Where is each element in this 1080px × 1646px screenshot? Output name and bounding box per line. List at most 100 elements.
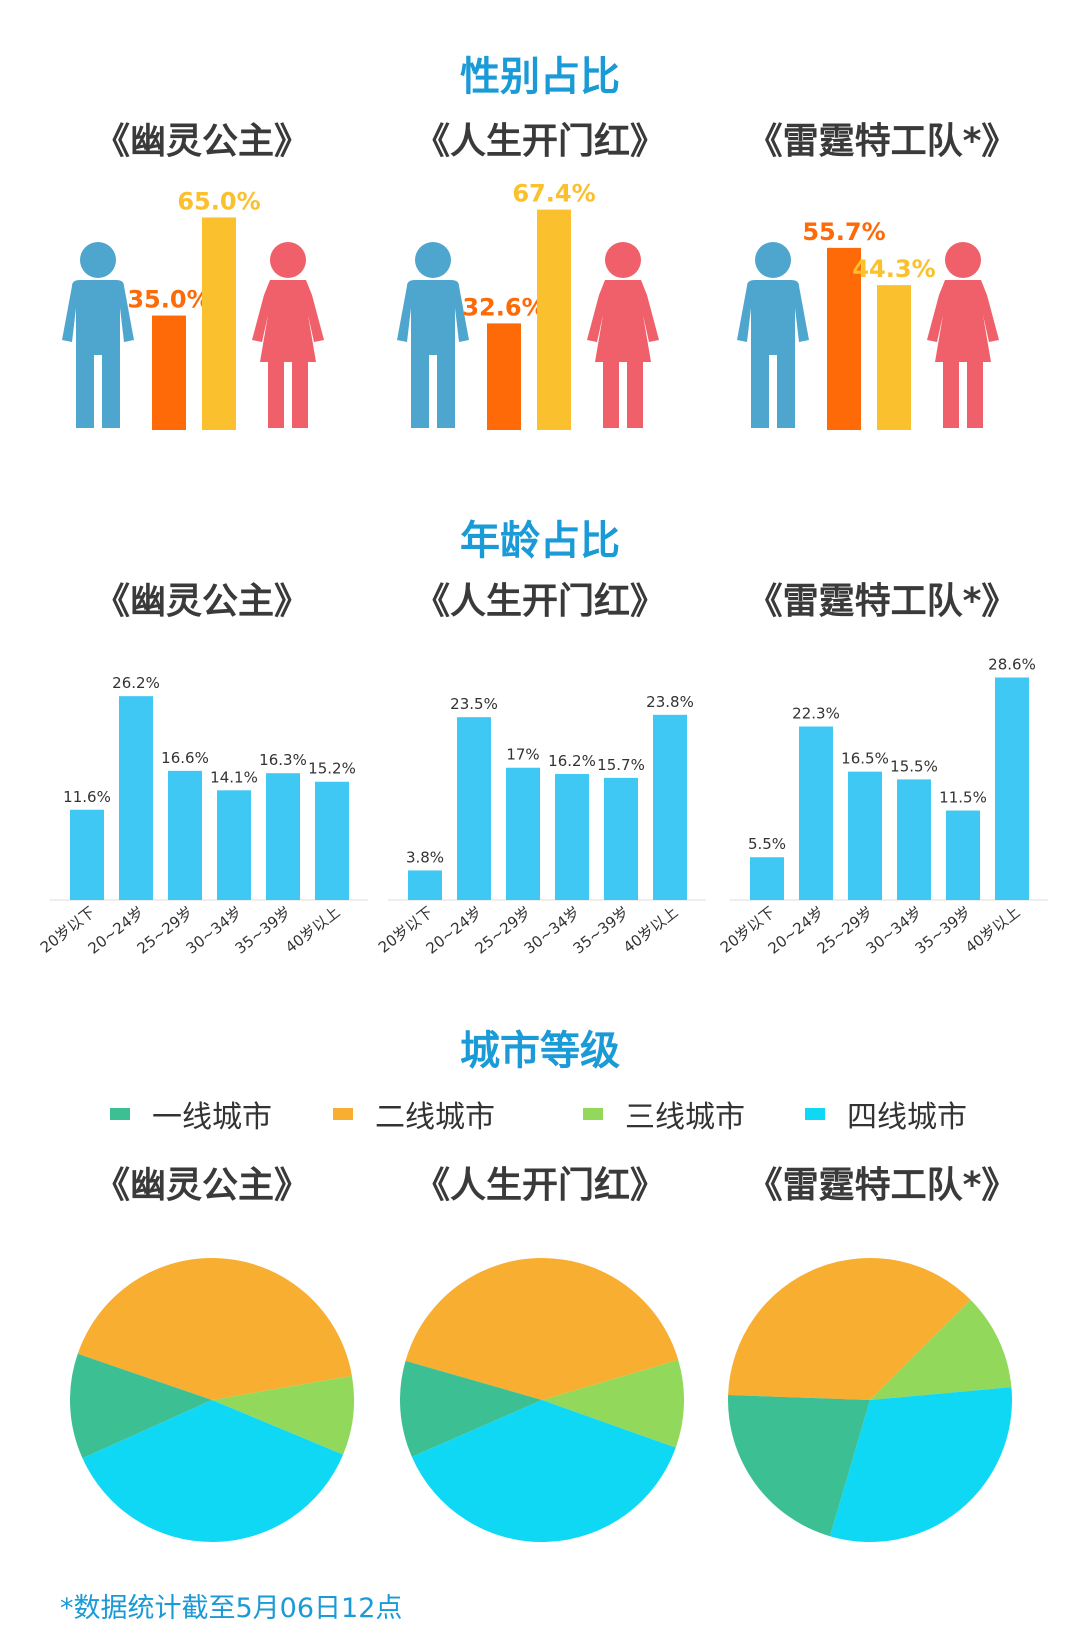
gender-movie-title-2: 《人生开门红》: [413, 121, 666, 162]
male-head: [80, 242, 116, 278]
city-movie-title-2: 《人生开门红》: [413, 1165, 666, 1206]
age-bar-label: 23.5%: [450, 695, 498, 713]
age-bar-label: 17%: [506, 746, 539, 764]
gender-bar-label: 44.3%: [852, 255, 935, 283]
female-head: [945, 242, 981, 278]
pie-slice: [411, 1400, 676, 1542]
legend-swatch-tier2: [333, 1108, 353, 1120]
gender-bar-label: 32.6%: [462, 293, 545, 321]
pie-slice: [542, 1359, 685, 1448]
age-tick-label: 40岁以上: [282, 903, 344, 957]
gender-bar: [877, 285, 911, 430]
age-bar-label: 16.2%: [548, 752, 596, 770]
gender-bar: [827, 247, 861, 430]
female-head: [270, 242, 306, 278]
age-bar-label: 11.5%: [939, 789, 987, 807]
age-bar: [457, 717, 491, 900]
age-tick-label: 35~39岁: [232, 903, 295, 958]
pie-slice: [70, 1353, 213, 1459]
age-bar: [897, 779, 931, 900]
age-bar: [217, 790, 251, 900]
male-head: [755, 242, 791, 278]
male-body: [737, 280, 809, 428]
legend-item-tier4: 四线城市: [805, 1092, 967, 1136]
age-bar: [119, 696, 153, 900]
pie-slice: [400, 1360, 542, 1457]
age-bar-label: 11.6%: [63, 788, 111, 806]
female-figure-icon: [587, 242, 659, 428]
legend-item-tier3: 三线城市: [583, 1092, 745, 1136]
pie-slice: [82, 1400, 344, 1542]
legend-swatch-tier4: [805, 1108, 825, 1120]
city-section-title: 城市等级: [460, 1028, 620, 1074]
male-figure-icon: [737, 242, 809, 428]
legend-label-tier2: 二线城市: [375, 1100, 495, 1135]
male-figure-icon: [397, 242, 469, 428]
age-tick-label: 40岁以上: [962, 903, 1024, 957]
gender-bar: [487, 323, 521, 430]
gender-movie-title-3: 《雷霆特工队*》: [746, 121, 1018, 162]
age-bar: [555, 773, 589, 900]
pie-slice: [77, 1258, 352, 1400]
age-bar-label: 14.1%: [210, 768, 258, 786]
gender-bar: [202, 217, 236, 430]
age-bar-label: 22.3%: [792, 705, 840, 723]
city-legend: 一线城市 二线城市 三线城市 四线城市: [110, 1092, 1010, 1135]
female-figure-icon: [252, 242, 324, 428]
female-body: [927, 280, 999, 428]
legend-item-tier1: 一线城市: [110, 1092, 272, 1136]
age-bar-label: 5.5%: [748, 835, 786, 853]
pie-slice: [829, 1387, 1013, 1542]
age-tick-label: 40岁以上: [620, 903, 682, 957]
age-bar-label: 15.5%: [890, 757, 938, 775]
age-bar: [506, 767, 540, 900]
legend-item-tier2: 二线城市: [333, 1092, 495, 1136]
age-bar: [750, 857, 784, 900]
age-bar: [408, 870, 442, 900]
age-bar-label: 16.5%: [841, 750, 889, 768]
gender-bar-label: 67.4%: [512, 180, 595, 208]
gender-bar-label: 65.0%: [177, 187, 260, 215]
age-bar: [946, 810, 980, 900]
age-bar: [168, 770, 202, 900]
age-bar-label: 23.8%: [646, 693, 694, 711]
age-bar: [604, 777, 638, 900]
footnote: *数据统计截至5月06日12点: [60, 1593, 403, 1624]
gender-bar: [537, 209, 571, 430]
pie-slice: [870, 1299, 1012, 1400]
gender-bar: [152, 315, 186, 430]
age-bar-label: 3.8%: [406, 848, 444, 866]
legend-label-tier1: 一线城市: [152, 1100, 272, 1135]
gender-chart: 35.0% 65.0% 32.6% 67.4% 55.7% 44.3%: [62, 180, 999, 430]
gender-movie-title-1: 《幽灵公主》: [93, 121, 310, 162]
age-bar-label: 15.7%: [597, 756, 645, 774]
age-bar-label: 16.6%: [161, 749, 209, 767]
male-head: [415, 242, 451, 278]
age-tick-label: 35~39岁: [912, 903, 975, 958]
female-body: [252, 280, 324, 428]
legend-label-tier4: 四线城市: [847, 1100, 967, 1135]
legend-swatch-tier3: [583, 1108, 603, 1120]
pie-slice: [405, 1257, 679, 1400]
gender-bar-label: 35.0%: [127, 286, 210, 314]
male-body: [62, 280, 134, 428]
female-body: [587, 280, 659, 428]
age-bar-label: 26.2%: [112, 674, 160, 692]
age-tick-label: 35~39岁: [570, 903, 633, 958]
age-bar: [315, 781, 349, 900]
age-bar-label: 15.2%: [308, 760, 356, 778]
male-body: [397, 280, 469, 428]
age-bar: [653, 714, 687, 900]
city-chart: [70, 1257, 1013, 1542]
age-bar-label: 16.3%: [259, 751, 307, 769]
female-figure-icon: [927, 242, 999, 428]
age-bar: [70, 809, 104, 900]
female-head: [605, 242, 641, 278]
age-chart: 11.6%20岁以下26.2%20~24岁16.6%25~29岁14.1%30~…: [37, 655, 1048, 958]
legend-swatch-tier1: [110, 1108, 130, 1120]
city-movie-title-3: 《雷霆特工队*》: [746, 1165, 1018, 1206]
age-bar: [799, 726, 833, 900]
age-movie-title-3: 《雷霆特工队*》: [746, 581, 1018, 622]
age-movie-title-2: 《人生开门红》: [413, 581, 666, 622]
male-figure-icon: [62, 242, 134, 428]
